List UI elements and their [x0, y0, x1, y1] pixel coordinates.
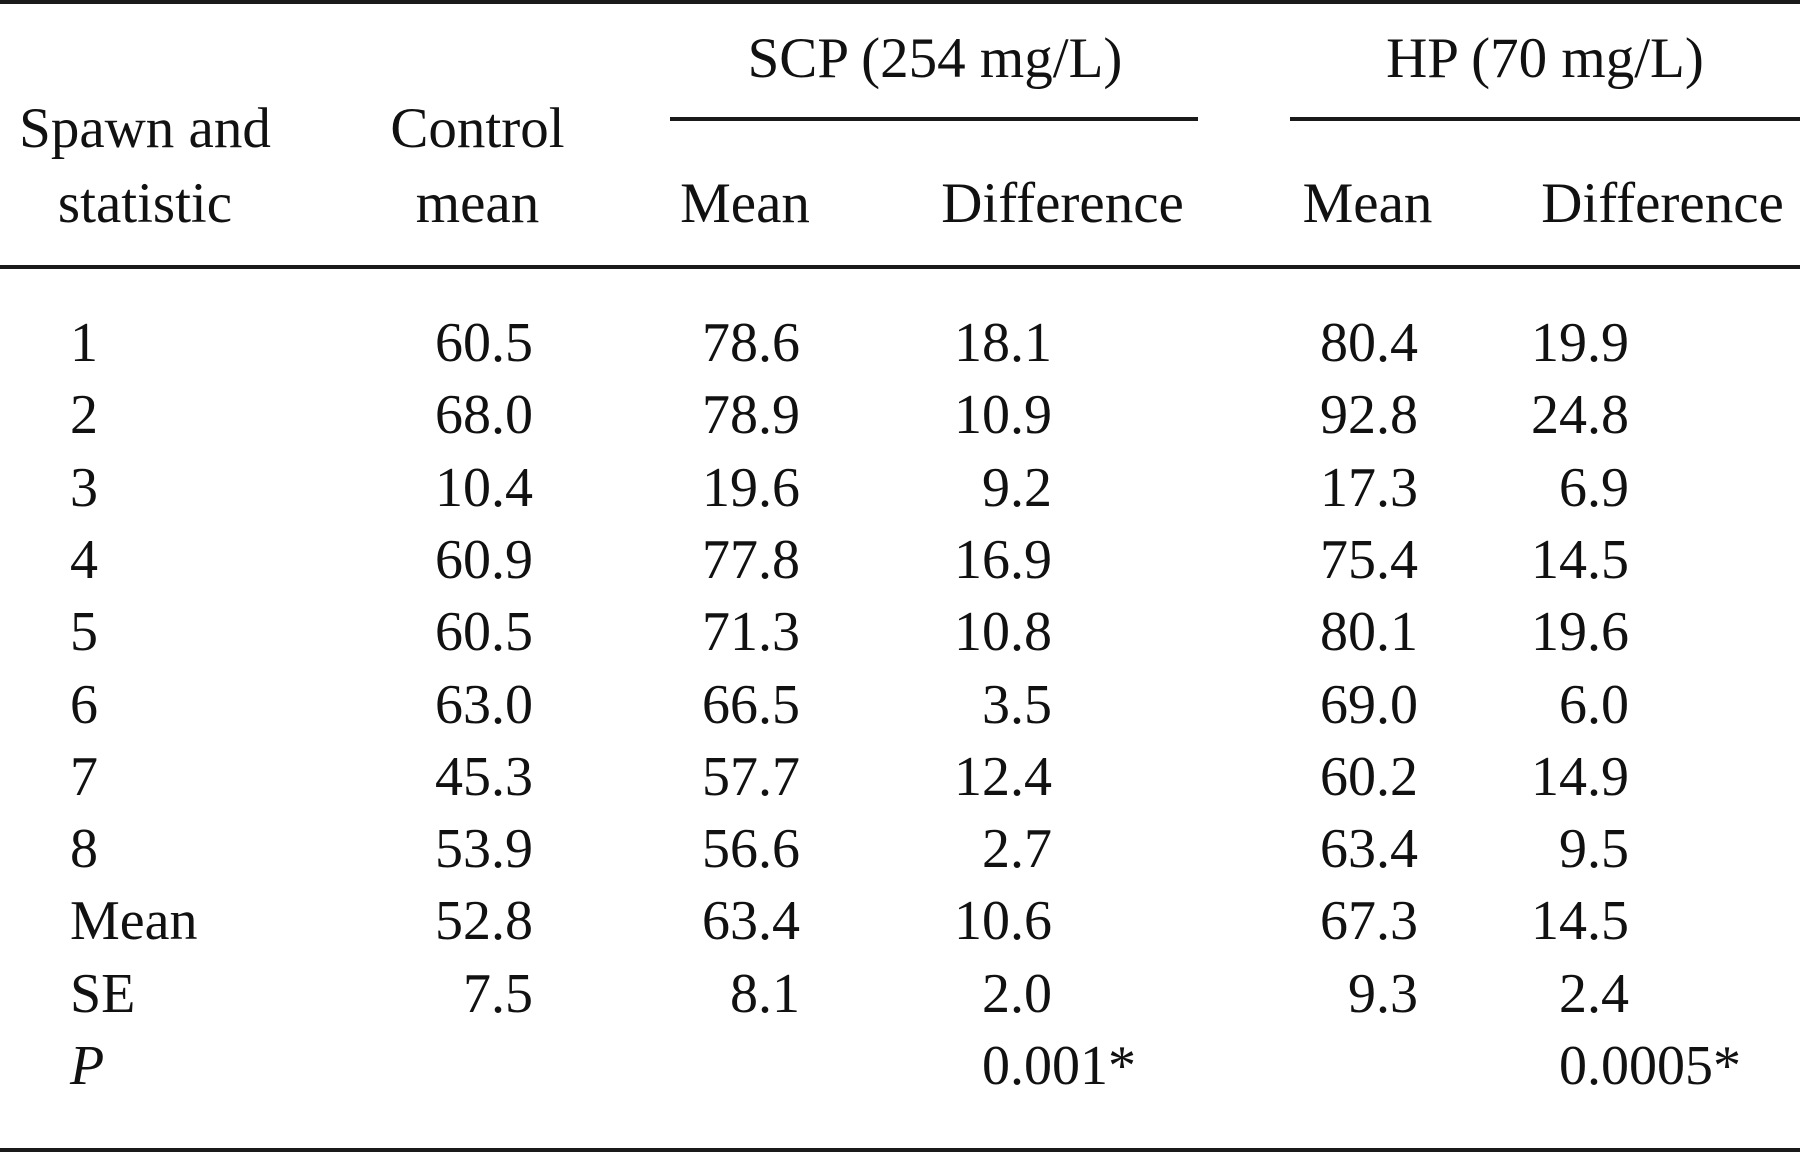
cell-label: SE	[70, 962, 136, 1025]
cell-scp-difference: 9.2	[982, 456, 1052, 519]
group-header-hp: HP (70 mg/L)	[1386, 27, 1704, 90]
cell-scp-difference: 12.4	[954, 745, 1052, 808]
cell-label: 8	[70, 818, 98, 881]
cell-hp-difference: 14.5	[1531, 890, 1629, 953]
cell-hp-difference: 19.6	[1531, 601, 1629, 664]
cell-scp-mean: 66.5	[702, 673, 800, 736]
cell-scp-difference: 10.8	[954, 601, 1052, 664]
cell-hp-difference: 14.5	[1531, 528, 1629, 591]
cell-hp-difference: 6.0	[1559, 673, 1629, 736]
cell-hp-difference: 19.9	[1531, 312, 1629, 374]
cell-scp-difference: 10.6	[954, 890, 1052, 953]
cell-label: 3	[70, 456, 98, 519]
col-header-scp-difference: Difference	[941, 172, 1184, 235]
table-row: P 0.001* 0.0005*	[0, 1038, 1800, 1110]
cell-scp-difference: 10.9	[954, 384, 1052, 447]
table-row: 1 60.5 78.6 18.1 80.4 19.9	[0, 315, 1800, 387]
cell-scp-mean: 78.9	[702, 384, 800, 447]
hp-group-rule	[1290, 117, 1800, 121]
table-row: 2 68.0 78.9 10.9 92.8 24.8	[0, 387, 1800, 459]
cell-control-mean: 63.0	[435, 673, 533, 736]
col-header-spawn-line2: statistic	[57, 172, 233, 235]
cell-label: 5	[70, 601, 98, 664]
cell-hp-mean: 9.3	[1348, 962, 1418, 1025]
cell-hp-difference: 9.5	[1559, 818, 1629, 881]
cell-label: 2	[70, 384, 98, 447]
cell-scp-difference: 18.1	[954, 312, 1052, 374]
col-header-scp-mean: Mean	[680, 172, 810, 235]
cell-scp-difference: 3.5	[982, 673, 1052, 736]
table-row: 8 53.9 56.6 2.7 63.4 9.5	[0, 821, 1800, 893]
cell-scp-mean: 19.6	[702, 456, 800, 519]
group-header-scp: SCP (254 mg/L)	[747, 27, 1123, 90]
cell-label: 6	[70, 673, 98, 736]
cell-scp-mean: 71.3	[702, 601, 800, 664]
cell-hp-mean: 92.8	[1320, 384, 1418, 447]
table-row: 6 63.0 66.5 3.5 69.0 6.0	[0, 677, 1800, 749]
header-rule	[0, 265, 1800, 269]
cell-control-mean: 7.5	[463, 962, 533, 1025]
cell-hp-mean: 17.3	[1320, 456, 1418, 519]
table-row: 5 60.5 71.3 10.8 80.1 19.6	[0, 604, 1800, 676]
cell-hp-mean: 80.4	[1320, 312, 1418, 374]
cell-scp-difference: 2.7	[982, 818, 1052, 881]
cell-scp-difference: 0.001*	[982, 1035, 1136, 1097]
cell-control-mean: 52.8	[435, 890, 533, 953]
cell-scp-mean: 77.8	[702, 528, 800, 591]
cell-control-mean: 60.5	[435, 312, 533, 374]
cell-label: 7	[70, 745, 98, 808]
cell-hp-difference: 14.9	[1531, 745, 1629, 808]
cell-hp-difference: 24.8	[1531, 384, 1629, 447]
cell-scp-difference: 16.9	[954, 528, 1052, 591]
col-header-control-line1: Control	[390, 97, 565, 160]
cell-hp-mean: 67.3	[1320, 890, 1418, 953]
col-header-control-line2: mean	[415, 172, 540, 235]
cell-control-mean: 68.0	[435, 384, 533, 447]
cell-scp-mean: 57.7	[702, 745, 800, 808]
cell-hp-mean: 69.0	[1320, 673, 1418, 736]
cell-scp-difference: 2.0	[982, 962, 1052, 1025]
cell-control-mean: 60.9	[435, 528, 533, 591]
table-row: 7 45.3 57.7 12.4 60.2 14.9	[0, 749, 1800, 821]
cell-scp-mean: 56.6	[702, 818, 800, 881]
cell-label: Mean	[70, 890, 198, 953]
cell-control-mean: 45.3	[435, 745, 533, 808]
table-row: SE 7.5 8.1 2.0 9.3 2.4	[0, 966, 1800, 1038]
cell-scp-mean: 78.6	[702, 312, 800, 374]
scp-group-rule	[670, 117, 1198, 121]
cell-hp-difference: 6.9	[1559, 456, 1629, 519]
cell-scp-mean: 63.4	[702, 890, 800, 953]
cell-hp-mean: 80.1	[1320, 601, 1418, 664]
col-header-hp-mean: Mean	[1302, 172, 1433, 235]
cell-hp-mean: 60.2	[1320, 745, 1418, 808]
cell-control-mean: 60.5	[435, 601, 533, 664]
table-row: 3 10.4 19.6 9.2 17.3 6.9	[0, 460, 1800, 532]
bottom-rule	[0, 1148, 1800, 1152]
cell-label: 1	[70, 312, 98, 374]
cell-hp-difference: 0.0005*	[1559, 1035, 1741, 1097]
table-row: Mean 52.8 63.4 10.6 67.3 14.5	[0, 893, 1800, 965]
top-rule	[0, 0, 1800, 4]
cell-hp-mean: 75.4	[1320, 528, 1418, 591]
cell-hp-difference: 2.4	[1559, 962, 1629, 1025]
cell-hp-mean: 63.4	[1320, 818, 1418, 881]
cell-label: P	[70, 1035, 105, 1097]
cell-label: 4	[70, 528, 98, 591]
cell-control-mean: 53.9	[435, 818, 533, 881]
cell-control-mean: 10.4	[435, 456, 533, 519]
col-header-hp-difference: Difference	[1541, 172, 1784, 235]
table-row: 4 60.9 77.8 16.9 75.4 14.5	[0, 532, 1800, 604]
col-header-spawn-line1: Spawn and	[19, 97, 271, 160]
cell-scp-mean: 8.1	[730, 962, 800, 1025]
